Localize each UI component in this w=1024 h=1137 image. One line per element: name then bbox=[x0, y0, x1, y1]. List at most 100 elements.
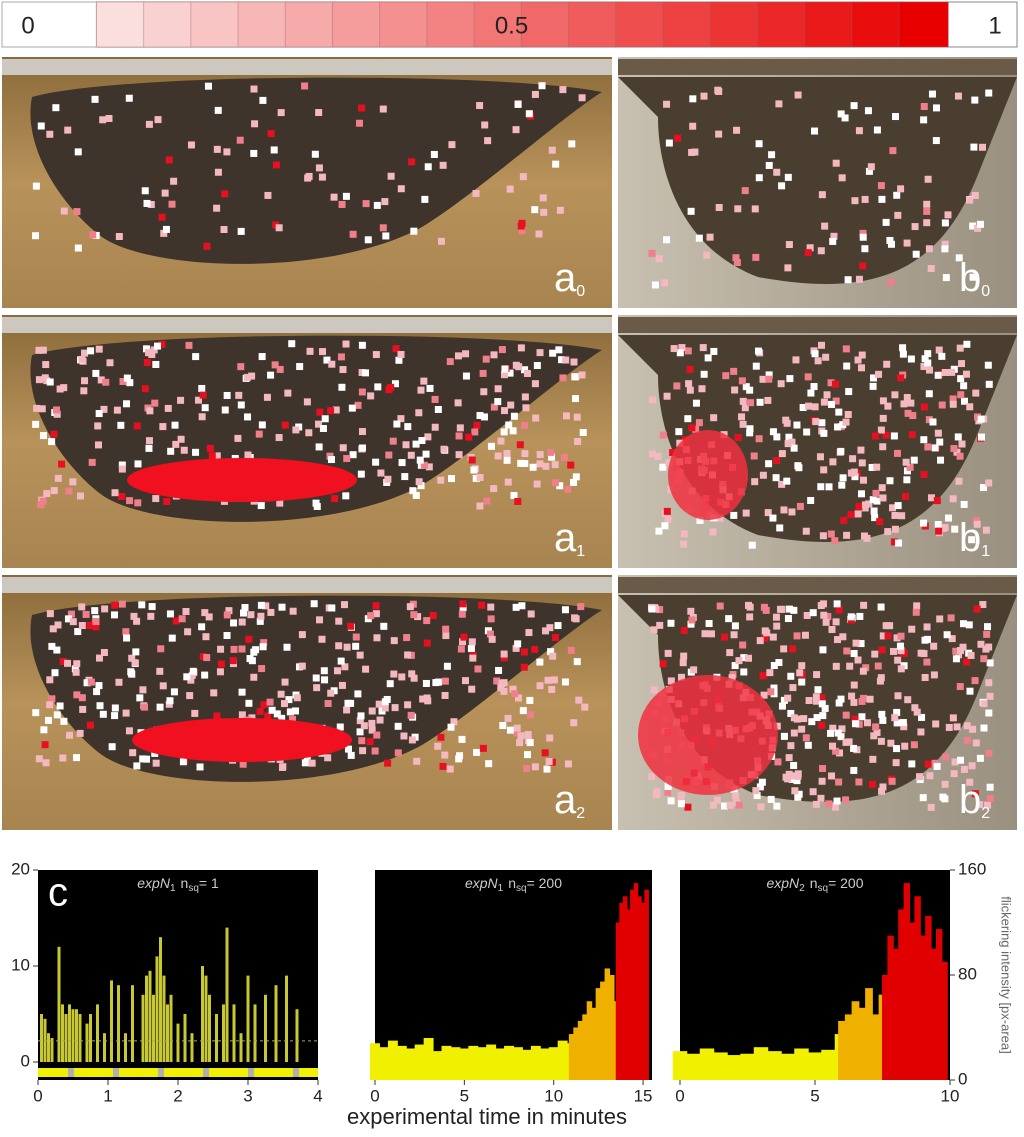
flicker-pixel bbox=[923, 219, 931, 227]
flicker-pixel bbox=[855, 778, 863, 786]
flicker-pixel bbox=[575, 696, 583, 704]
flicker-hotspot bbox=[638, 675, 778, 795]
flicker-pixel bbox=[235, 391, 243, 399]
flicker-pixel bbox=[186, 692, 194, 700]
flicker-pixel bbox=[163, 497, 171, 505]
flicker-pixel bbox=[156, 703, 164, 711]
flicker-pixel bbox=[848, 692, 856, 700]
flicker-pixel bbox=[291, 707, 299, 715]
flicker-pixel bbox=[966, 687, 974, 695]
flicker-pixel bbox=[245, 699, 253, 707]
flicker-pixel bbox=[535, 230, 543, 238]
flicker-pixel bbox=[573, 658, 581, 666]
flicker-pixel bbox=[785, 754, 793, 762]
flicker-pixel bbox=[139, 686, 147, 694]
x-tick-label: 1 bbox=[103, 1086, 112, 1105]
flicker-pixel bbox=[778, 702, 786, 710]
flicker-pixel bbox=[572, 473, 580, 481]
flicker-pixel bbox=[932, 104, 940, 112]
flicker-pixel bbox=[100, 405, 108, 413]
flicker-pixel bbox=[894, 656, 902, 664]
bar bbox=[432, 1051, 443, 1080]
flicker-pixel bbox=[839, 474, 847, 482]
flicker-pixel bbox=[982, 526, 990, 534]
flicker-pixel bbox=[500, 687, 508, 695]
colorbar-cell bbox=[237, 1, 288, 48]
flicker-pixel bbox=[887, 240, 895, 248]
flicker-pixel bbox=[408, 670, 416, 678]
flicker-pixel bbox=[772, 613, 780, 621]
flicker-pixel bbox=[777, 380, 785, 388]
flicker-pixel bbox=[819, 646, 827, 654]
flicker-pixel bbox=[901, 742, 909, 750]
flicker-pixel bbox=[471, 428, 479, 436]
flicker-pixel bbox=[500, 654, 508, 662]
flicker-pixel bbox=[903, 476, 911, 484]
flicker-pixel bbox=[426, 384, 434, 392]
flicker-pixel bbox=[323, 356, 331, 364]
swarm bbox=[618, 77, 1017, 284]
flicker-pixel bbox=[788, 508, 796, 516]
flicker-pixel bbox=[977, 640, 985, 648]
flicker-pixel bbox=[842, 796, 850, 804]
flicker-pixel bbox=[327, 407, 335, 415]
flicker-pixel bbox=[726, 649, 734, 657]
flicker-pixel bbox=[203, 654, 211, 662]
flicker-pixel bbox=[923, 658, 931, 666]
flicker-pixel bbox=[854, 356, 862, 364]
bar bbox=[148, 970, 152, 1062]
flicker-pixel bbox=[92, 618, 100, 626]
flicker-pixel bbox=[972, 389, 980, 397]
bar bbox=[807, 1052, 823, 1080]
flicker-pixel bbox=[733, 126, 741, 134]
flicker-pixel bbox=[756, 783, 764, 791]
flicker-pixel bbox=[328, 604, 336, 612]
flicker-pixel bbox=[356, 651, 364, 659]
flicker-pixel bbox=[730, 631, 738, 639]
flicker-pixel bbox=[147, 200, 155, 208]
flicker-pixel bbox=[338, 383, 346, 391]
flicker-pixel bbox=[755, 174, 763, 182]
flicker-pixel bbox=[818, 700, 826, 708]
title-part: n bbox=[508, 875, 516, 891]
flicker-pixel bbox=[655, 527, 663, 535]
flicker-pixel bbox=[714, 86, 722, 94]
flicker-pixel bbox=[742, 509, 750, 517]
flicker-pixel bbox=[734, 434, 742, 442]
flicker-pixel bbox=[949, 714, 957, 722]
bar bbox=[414, 1044, 425, 1080]
flicker-pixel bbox=[812, 418, 820, 426]
flicker-pixel bbox=[33, 404, 41, 412]
flicker-pixel bbox=[166, 697, 174, 705]
flicker-pixel bbox=[504, 478, 512, 486]
flicker-pixel bbox=[81, 349, 89, 357]
flicker-pixel bbox=[882, 431, 890, 439]
flicker-pixel bbox=[811, 127, 819, 135]
flicker-pixel bbox=[250, 85, 258, 93]
flicker-pixel bbox=[859, 229, 867, 237]
flicker-pixel bbox=[665, 459, 673, 467]
x-axis-label: experimental time in minutes bbox=[347, 1104, 627, 1129]
flicker-pixel bbox=[130, 612, 138, 620]
flicker-pixel bbox=[955, 477, 963, 485]
flicker-pixel bbox=[88, 458, 96, 466]
flicker-pixel bbox=[983, 630, 991, 638]
flicker-pixel bbox=[483, 497, 491, 505]
bar bbox=[459, 1048, 470, 1080]
flicker-pixel bbox=[339, 366, 347, 374]
flicker-pixel bbox=[765, 460, 773, 468]
flicker-pixel bbox=[165, 156, 173, 164]
flicker-pixel bbox=[923, 200, 931, 208]
flicker-pixel bbox=[792, 356, 800, 364]
flicker-pixel bbox=[531, 763, 539, 771]
flicker-pixel bbox=[74, 148, 82, 156]
bar bbox=[780, 1053, 796, 1080]
flicker-pixel bbox=[93, 688, 101, 696]
flicker-pixel bbox=[397, 415, 405, 423]
flicker-pixel bbox=[441, 691, 449, 699]
flicker-pixel bbox=[774, 758, 782, 766]
bar bbox=[686, 1053, 701, 1080]
flicker-pixel bbox=[86, 621, 94, 629]
bar bbox=[486, 1044, 497, 1080]
flicker-pixel bbox=[819, 532, 827, 540]
